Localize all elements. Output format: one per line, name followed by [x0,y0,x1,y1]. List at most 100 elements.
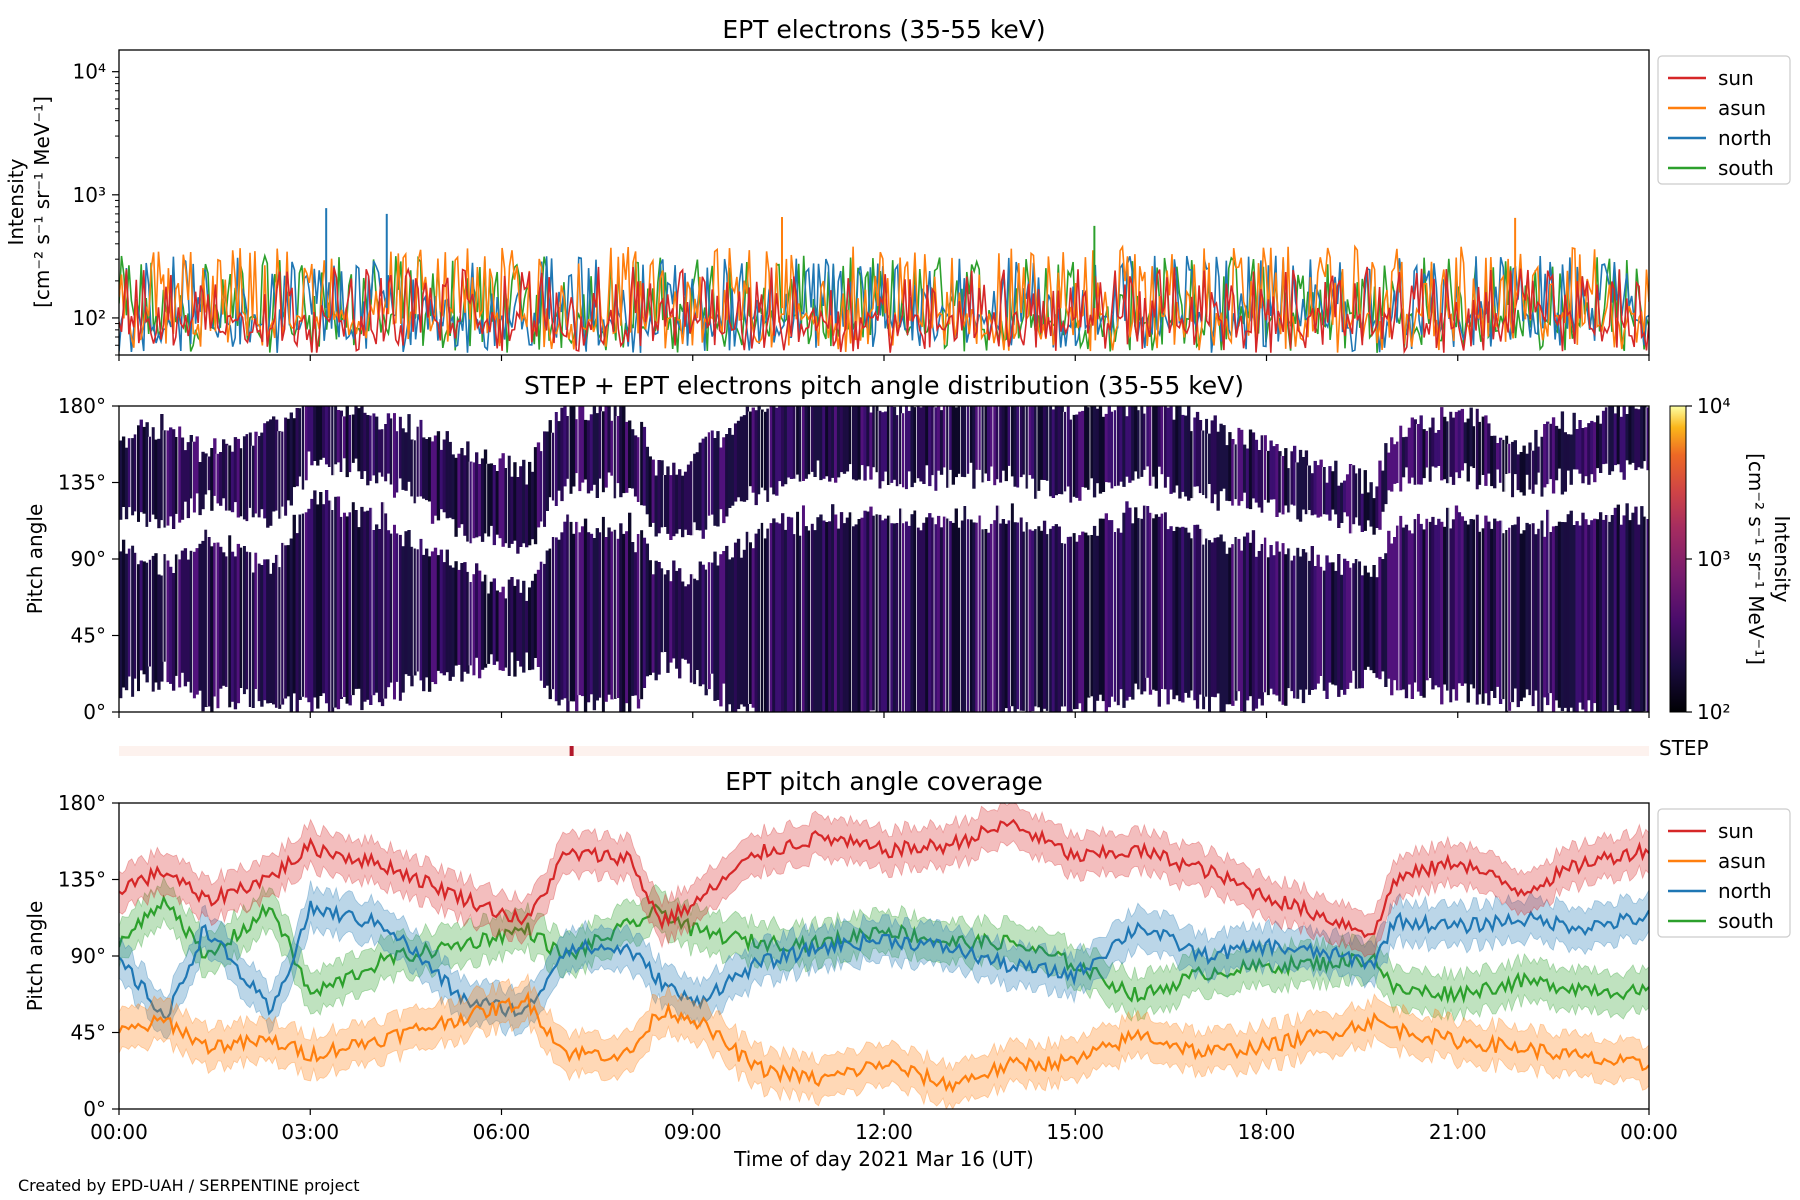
pad-heat-cell [477,464,482,537]
pad-heat-cell [1395,525,1400,691]
pad-heat-cell [654,475,658,537]
pad-heat-cell [1490,435,1494,487]
pad-heat-cell [1581,428,1585,484]
pad-heat-cell [436,431,441,521]
pad-heat-cell [427,437,432,502]
pad-heat-cell [242,436,246,520]
pad-heat-cell [1434,524,1438,686]
pad-heat-cell [472,574,476,676]
pad-heat-cell [127,548,132,677]
pad-heat-cell [304,406,308,481]
pad-heat-cell [1298,449,1303,522]
pad-heat-cell [1575,521,1579,712]
pad-heat-cell [748,411,752,487]
pad-heat-cell [542,563,547,688]
pad-heat-cell [454,457,458,537]
pad-heat-cell [1284,554,1288,706]
pad-heat-cell [180,437,185,520]
pad-heat-cell [901,523,905,712]
pad-heat-cell [286,545,291,697]
pad-heat-cell [1104,513,1109,712]
pad-heat-cell [1166,407,1170,477]
pad-heat-cell [1254,556,1259,709]
pad-heat-cell [1048,528,1053,712]
pad-heat-cell [377,429,382,473]
pad-heat-cell [1525,522,1529,690]
pad-heat-cell [1569,434,1573,485]
coverage-y-tick-label: 0° [83,1097,106,1121]
pad-heat-cell [1622,515,1626,712]
pad-heat-cell [766,408,770,502]
pad-heat-cell [1398,425,1403,492]
pad-heat-cell [1519,533,1523,702]
pad-heat-cell [710,430,714,515]
pad-heat-cell [1445,421,1450,484]
pad-heat-cell [433,435,438,516]
pad-heat-cell [1104,413,1109,483]
pad-heat-cell [1013,522,1017,712]
pad-heat-cell [1304,552,1309,690]
pad-heat-cell [380,429,385,477]
pad-heat-cell [1460,516,1465,686]
pad-heat-cell [216,542,220,709]
pad-heat-cell [342,416,346,459]
pad-heat-cell [722,437,726,524]
pad-heat-cell [1646,407,1649,471]
intensity-legend[interactable]: sun asun north south [1657,55,1791,185]
pad-heat-cell [157,574,161,690]
pad-heat-cell [383,513,388,699]
pad-heat-cell [754,533,758,712]
pad-heat-cell [769,523,773,712]
legend-label-north: north [1718,126,1772,150]
pad-heat-cell [1554,425,1559,481]
pad-heat-cell [1540,436,1544,497]
pad-heat-cell [1213,415,1217,495]
pad-heat-cell [457,453,461,528]
pad-heat-cell [786,516,791,712]
pad-heat-cell [1640,506,1644,712]
pad-heat-cell [269,573,273,703]
pad-y-tick-label: 0° [83,700,106,724]
pad-heat-cell [283,417,288,516]
pad-heat-cell [251,445,255,518]
pad-heat-cell [686,464,691,535]
pad-heat-cell [419,538,423,681]
pad-heat-cell [1519,452,1523,493]
pad-heat-cell [1151,406,1156,477]
pad-heat-cell [1272,555,1276,695]
pad-heat-cell [633,552,638,696]
pad-heat-cell [692,578,697,685]
pad-heat-cell [660,568,664,653]
pad-heat-cell [913,407,917,483]
pad-heat-cell [669,581,673,663]
pad-heat-cell [798,406,803,482]
pad-heat-cell [1031,530,1035,712]
pad-heat-cell [554,412,558,506]
pad-heat-cell [1625,503,1629,712]
pad-heat-cell [1610,406,1615,472]
pad-heat-cell [545,550,549,686]
pad-heat-cell [1084,406,1088,488]
pad-heat-cell [1178,406,1182,499]
pad-heat-cell [566,514,570,712]
pad-heat-cell [1575,429,1579,470]
pad-heat-cell [336,496,341,710]
pad-heat-cell [1045,534,1050,711]
pad-heat-cell [819,514,823,712]
pad-heat-cell [1251,432,1256,499]
pad-heat-cell [1219,534,1223,712]
pad-heat-cell [1384,553,1388,687]
pad-heat-cell [254,431,258,514]
pad-panel: STEP + EPT electrons pitch angle distrib… [23,371,1794,724]
coverage-legend[interactable]: sun asun north south [1657,808,1791,938]
pad-heat-cell [1187,532,1191,698]
legend-box [1657,55,1791,185]
pad-heat-cell [589,414,594,491]
pad-heat-cell [630,429,635,489]
pad-heat-cell [648,456,652,527]
pad-heat-cell [760,522,764,712]
pad-heat-cell [445,549,449,673]
pad-heat-cell [448,565,452,681]
pad-heat-cell [483,449,488,534]
pad-heat-cell [504,468,508,544]
